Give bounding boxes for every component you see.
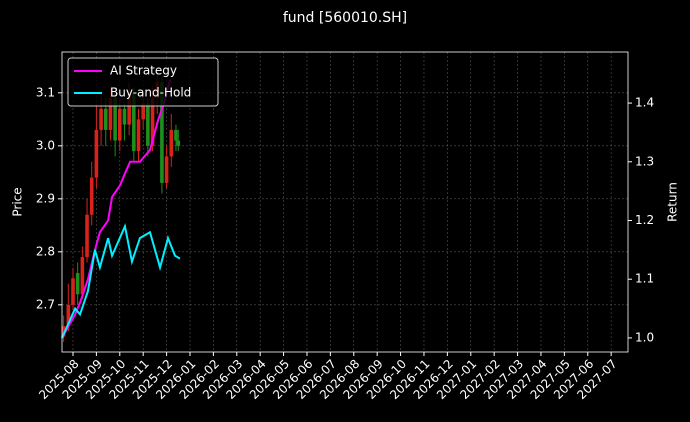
plot-frame: [61, 51, 629, 353]
candle-body: [141, 103, 145, 120]
candle-body: [85, 214, 89, 258]
candle-body: [174, 129, 178, 141]
y2-tick-label: 1.3: [635, 154, 654, 168]
y-tick-label: 2.8: [36, 244, 55, 258]
candle-body: [136, 119, 141, 152]
y2-tick-label: 1.4: [635, 96, 654, 110]
candle-body: [108, 98, 113, 130]
candle-body: [71, 278, 75, 305]
candle-body: [61, 326, 66, 337]
candle-body: [113, 98, 117, 141]
candle-body: [80, 257, 85, 295]
candle-body: [117, 108, 122, 141]
candle-body: [164, 156, 169, 183]
candle-body: [169, 129, 174, 157]
candle-body: [160, 82, 164, 183]
candle-body: [75, 273, 80, 295]
y-tick-label: 3.1: [36, 85, 55, 99]
candle-body: [150, 98, 155, 146]
candle-body: [127, 92, 131, 125]
y2-tick-label: 1.2: [635, 213, 654, 227]
y2-tick-label: 1.0: [635, 330, 654, 344]
legend: AI Strategy Buy-and-Hold: [67, 57, 219, 107]
candle-body: [66, 304, 71, 327]
line-series: [61, 79, 172, 339]
candle-body: [89, 177, 94, 215]
y-axis-label: Price: [11, 187, 25, 216]
y-tick-label: 3.0: [36, 138, 55, 152]
line-series: [61, 223, 181, 339]
legend-label: AI Strategy: [110, 64, 177, 78]
y-tick-label: 2.9: [36, 191, 55, 205]
candle-body: [146, 103, 150, 146]
y2-tick-label: 1.1: [635, 272, 654, 286]
candle-body: [99, 108, 103, 130]
candle-body: [132, 92, 136, 152]
legend-label: Buy-and-Hold: [110, 86, 191, 100]
candle-body: [103, 108, 108, 130]
legend-box: [67, 57, 219, 107]
chart-title: fund [560010.SH]: [283, 10, 407, 26]
candle-body: [122, 108, 127, 125]
candle-body: [176, 140, 181, 146]
y2-axis-label: Return: [666, 182, 680, 222]
y-tick-label: 2.7: [36, 297, 55, 311]
candle-body: [94, 129, 99, 178]
